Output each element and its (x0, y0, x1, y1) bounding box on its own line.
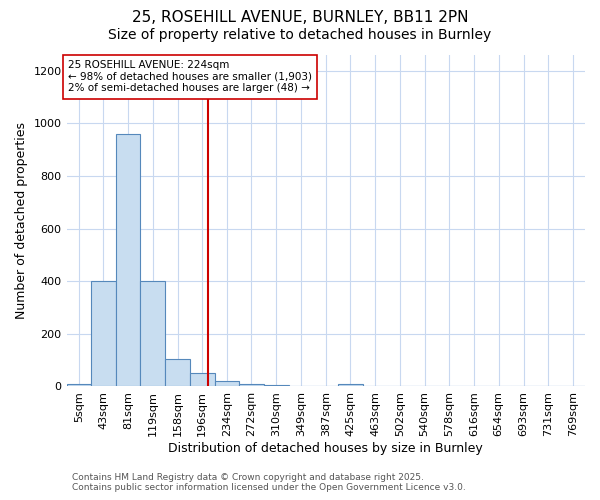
Text: Contains HM Land Registry data © Crown copyright and database right 2025.
Contai: Contains HM Land Registry data © Crown c… (72, 473, 466, 492)
Text: Size of property relative to detached houses in Burnley: Size of property relative to detached ho… (109, 28, 491, 42)
Text: 25, ROSEHILL AVENUE, BURNLEY, BB11 2PN: 25, ROSEHILL AVENUE, BURNLEY, BB11 2PN (132, 10, 468, 25)
Bar (91, 281, 116, 386)
Bar (166, 359, 190, 386)
Text: 25 ROSEHILL AVENUE: 224sqm
← 98% of detached houses are smaller (1,903)
2% of se: 25 ROSEHILL AVENUE: 224sqm ← 98% of deta… (68, 60, 312, 94)
Y-axis label: Number of detached properties: Number of detached properties (15, 122, 28, 319)
Bar (264, 385, 289, 386)
Bar (190, 374, 215, 386)
Bar (338, 384, 362, 386)
Bar (67, 384, 91, 386)
Bar (215, 381, 239, 386)
Bar (239, 384, 264, 386)
X-axis label: Distribution of detached houses by size in Burnley: Distribution of detached houses by size … (169, 442, 483, 455)
Bar (140, 281, 166, 386)
Bar (116, 134, 140, 386)
